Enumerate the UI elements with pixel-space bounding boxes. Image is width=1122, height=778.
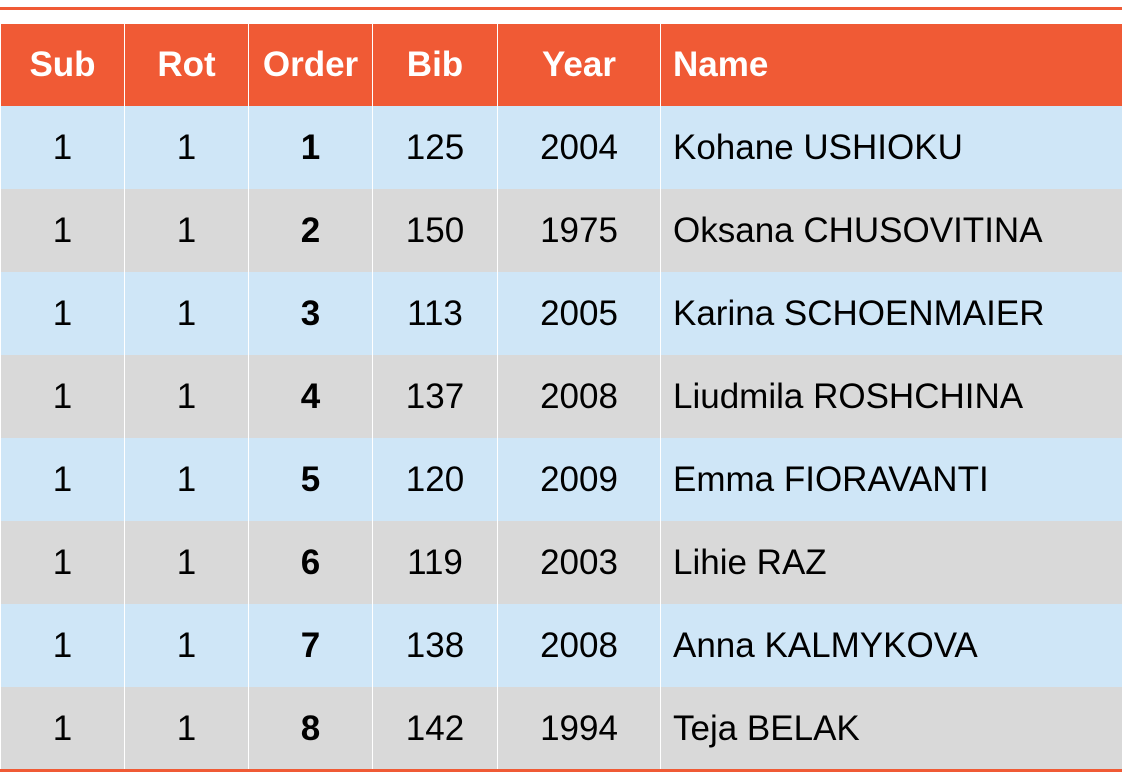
rot-cell: 1 bbox=[124, 604, 249, 687]
order-cell: 3 bbox=[248, 272, 373, 355]
year-cell: 2008 bbox=[497, 604, 661, 687]
table-row: 1 1 6 119 2003 Lihie RAZ bbox=[0, 521, 1122, 604]
rot-cell: 1 bbox=[124, 355, 249, 438]
table-row: 1 1 3 113 2005 Karina SCHOENMAIER bbox=[0, 272, 1122, 355]
order-cell: 7 bbox=[248, 604, 373, 687]
year-cell: 1994 bbox=[497, 687, 661, 770]
rot-cell: 1 bbox=[124, 521, 249, 604]
header-row: Sub Rot Order Bib Year Name bbox=[0, 24, 1122, 106]
year-cell: 1975 bbox=[497, 189, 661, 272]
sub-cell: 1 bbox=[0, 687, 125, 770]
order-cell: 4 bbox=[248, 355, 373, 438]
year-cell: 2008 bbox=[497, 355, 661, 438]
name-cell: Lihie RAZ bbox=[660, 521, 1122, 604]
bib-cell: 120 bbox=[372, 438, 498, 521]
sub-cell: 1 bbox=[0, 604, 125, 687]
rot-cell: 1 bbox=[124, 106, 249, 189]
table-row: 1 1 1 125 2004 Kohane USHIOKU bbox=[0, 106, 1122, 189]
name-cell: Emma FIORAVANTI bbox=[660, 438, 1122, 521]
bib-cell: 138 bbox=[372, 604, 498, 687]
name-cell: Anna KALMYKOVA bbox=[660, 604, 1122, 687]
order-cell: 5 bbox=[248, 438, 373, 521]
table-row: 1 1 8 142 1994 Teja BELAK bbox=[0, 687, 1122, 770]
header-cell: Order bbox=[248, 24, 373, 106]
rot-cell: 1 bbox=[124, 438, 249, 521]
rot-cell: 1 bbox=[124, 687, 249, 770]
header-cell: Year bbox=[497, 24, 661, 106]
sub-cell: 1 bbox=[0, 272, 125, 355]
table-row: 1 1 2 150 1975 Oksana CHUSOVITINA bbox=[0, 189, 1122, 272]
year-cell: 2003 bbox=[497, 521, 661, 604]
rot-cell: 1 bbox=[124, 272, 249, 355]
sub-cell: 1 bbox=[0, 438, 125, 521]
sub-cell: 1 bbox=[0, 521, 125, 604]
bib-cell: 113 bbox=[372, 272, 498, 355]
order-cell: 2 bbox=[248, 189, 373, 272]
header-cell: Rot bbox=[124, 24, 249, 106]
sub-cell: 1 bbox=[0, 189, 125, 272]
table-row: 1 1 5 120 2009 Emma FIORAVANTI bbox=[0, 438, 1122, 521]
sub-cell: 1 bbox=[0, 355, 125, 438]
bib-cell: 142 bbox=[372, 687, 498, 770]
order-cell: 6 bbox=[248, 521, 373, 604]
top-rule bbox=[0, 7, 1122, 10]
year-cell: 2004 bbox=[497, 106, 661, 189]
order-cell: 1 bbox=[248, 106, 373, 189]
rot-cell: 1 bbox=[124, 189, 249, 272]
name-cell: Kohane USHIOKU bbox=[660, 106, 1122, 189]
name-cell: Karina SCHOENMAIER bbox=[660, 272, 1122, 355]
bottom-rule bbox=[0, 769, 1122, 772]
table-row: 1 1 7 138 2008 Anna KALMYKOVA bbox=[0, 604, 1122, 687]
order-cell: 8 bbox=[248, 687, 373, 770]
bib-cell: 150 bbox=[372, 189, 498, 272]
header-cell: Bib bbox=[372, 24, 498, 106]
bib-cell: 119 bbox=[372, 521, 498, 604]
year-cell: 2005 bbox=[497, 272, 661, 355]
sub-cell: 1 bbox=[0, 106, 125, 189]
year-cell: 2009 bbox=[497, 438, 661, 521]
bib-cell: 125 bbox=[372, 106, 498, 189]
header-cell: Name bbox=[660, 24, 1122, 106]
table-row: 1 1 4 137 2008 Liudmila ROSHCHINA bbox=[0, 355, 1122, 438]
bib-cell: 137 bbox=[372, 355, 498, 438]
name-cell: Teja BELAK bbox=[660, 687, 1122, 770]
header-cell: Sub bbox=[0, 24, 125, 106]
table-body: 1 1 1 125 2004 Kohane USHIOKU 1 1 2 150 1975 Oksana… bbox=[0, 106, 1122, 770]
name-cell: Oksana CHUSOVITINA bbox=[660, 189, 1122, 272]
name-cell: Liudmila ROSHCHINA bbox=[660, 355, 1122, 438]
start-list-table: Sub Rot Order Bib Year Name 1 1 1 125 2004 Kohane … bbox=[0, 24, 1122, 770]
